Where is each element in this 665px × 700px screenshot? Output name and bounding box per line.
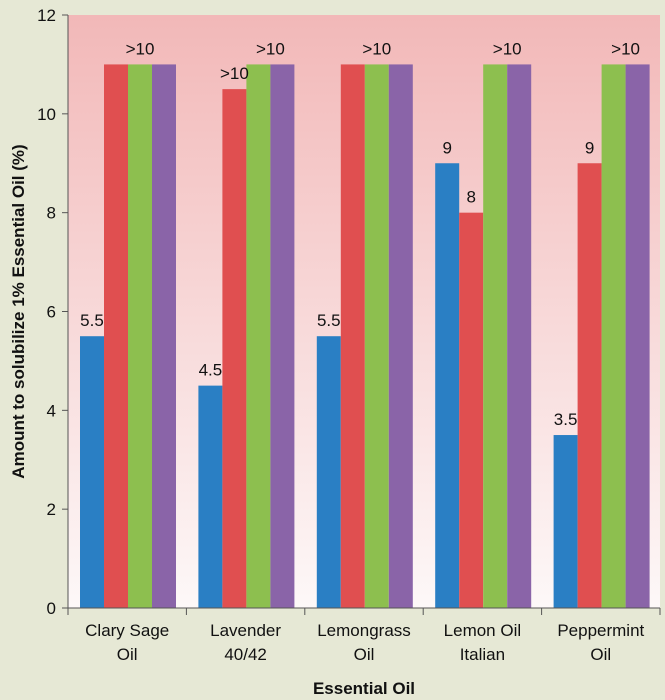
bar-3-series-2: [483, 64, 508, 608]
bar-0-series-0: [80, 336, 104, 608]
bar-0-series-3: [152, 64, 176, 608]
bar-3-series-1: [459, 212, 484, 608]
bar-1-series-3: [270, 64, 295, 608]
y-tick-label: 0: [47, 599, 56, 618]
y-axis-title: Amount to solubilize 1% Essential Oil (%…: [9, 144, 28, 478]
x-tick-label: Peppermint Oil: [557, 621, 644, 664]
bar-2-series-0: [316, 336, 341, 608]
bar-3-series-3: [507, 64, 532, 608]
x-tick-label: Lavender 40/42: [210, 621, 281, 664]
x-axis-title: Essential Oil: [313, 679, 415, 698]
y-tick-label: 6: [47, 303, 56, 322]
bar-2-series-1: [340, 64, 365, 608]
bar-0-series-1: [104, 64, 128, 608]
data-label: >10: [362, 39, 391, 58]
y-tick-label: 4: [47, 401, 56, 420]
bar-2-series-2: [364, 64, 389, 608]
data-label: 5.5: [317, 311, 341, 330]
data-label: 9: [585, 138, 594, 157]
data-label: >10: [126, 39, 155, 58]
y-tick-label: 10: [37, 105, 56, 124]
bar-4-series-1: [577, 163, 602, 608]
x-tick-label: Lemon Oil Italian: [444, 621, 521, 664]
bar-0-series-2: [128, 64, 152, 608]
bar-2-series-3: [388, 64, 413, 608]
bar-4-series-3: [625, 64, 650, 608]
x-tick-label: Clary Sage Oil: [85, 621, 169, 664]
bar-3-series-0: [435, 163, 460, 608]
data-label: 5.5: [80, 311, 104, 330]
data-label: 9: [442, 138, 451, 157]
bar-1-series-0: [198, 385, 223, 608]
y-tick-label: 12: [37, 6, 56, 25]
x-tick-label: Lemongrass Oil: [317, 621, 411, 664]
data-label: >10: [220, 64, 249, 83]
y-tick-label: 8: [47, 204, 56, 223]
bar-1-series-2: [246, 64, 271, 608]
axes-group: 0 2 4 6 8 10 12 Clary Sage Oil Lavender 40/42 Lemon…: [37, 6, 661, 664]
data-labels-group: 5.5 >10 4.5 >10 >10 5.5 >10 9 8 >10 3.5 9 >10: [80, 39, 640, 429]
data-label: 4.5: [199, 361, 223, 380]
data-label: 8: [466, 188, 475, 207]
bar-4-series-2: [601, 64, 626, 608]
data-label: 3.5: [554, 410, 578, 429]
data-label: >10: [611, 39, 640, 58]
data-label: >10: [493, 39, 522, 58]
y-tick-label: 2: [47, 500, 56, 519]
bar-1-series-1: [222, 89, 247, 608]
data-label: >10: [256, 39, 285, 58]
bars-group: [80, 64, 650, 608]
bar-4-series-0: [553, 435, 578, 608]
